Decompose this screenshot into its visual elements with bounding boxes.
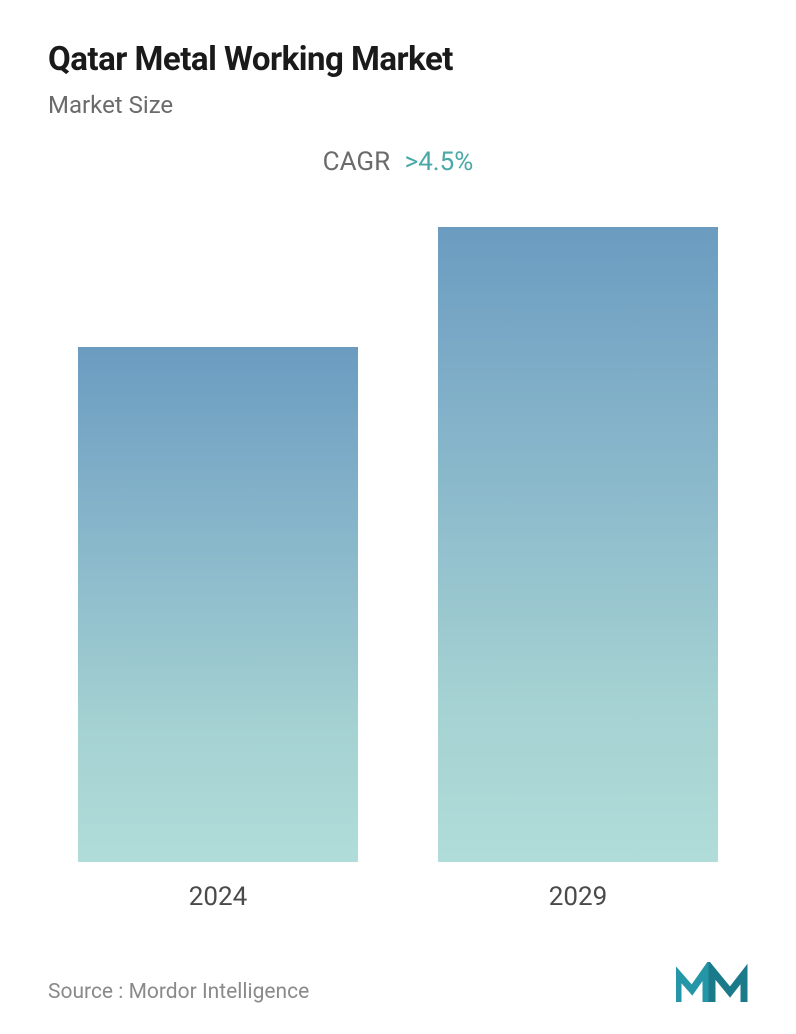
bar-group-1: 2029 [428,227,728,912]
bar-label-1: 2029 [549,882,607,912]
source-text: Source : Mordor Intelligence [48,980,309,1004]
brand-logo [676,962,748,1004]
bar-0 [78,347,358,862]
chart-title: Qatar Metal Working Market [48,40,748,79]
cagr-row: CAGR >4.5% [48,147,748,177]
chart-subtitle: Market Size [48,91,748,119]
bar-group-0: 2024 [68,227,368,912]
cagr-value: >4.5% [405,147,474,177]
chart-area: 2024 2029 [48,187,748,912]
bar-label-0: 2024 [189,882,247,912]
footer: Source : Mordor Intelligence [48,952,748,1004]
logo-icon [676,962,748,1004]
cagr-label: CAGR [323,147,390,177]
bar-1 [438,227,718,862]
chart-container: Qatar Metal Working Market Market Size C… [0,0,796,1034]
